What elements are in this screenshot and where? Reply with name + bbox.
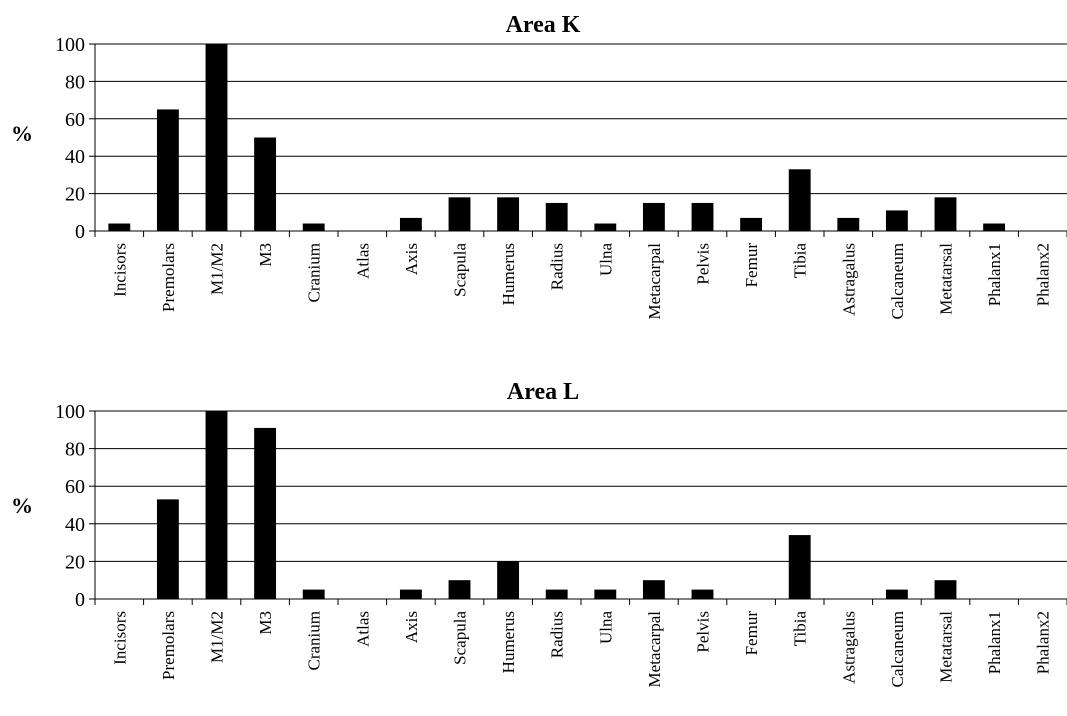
bar — [399, 217, 422, 231]
x-tick-label: Pelvis — [694, 243, 713, 285]
bar — [108, 223, 131, 231]
bar — [788, 169, 811, 231]
x-tick-label: Femur — [742, 611, 761, 656]
bar — [254, 137, 277, 231]
bar — [545, 202, 568, 231]
y-tick-label: 80 — [65, 439, 85, 461]
x-tick-label: Tibia — [791, 243, 810, 279]
x-tick-label: M1/M2 — [208, 243, 227, 295]
chart-area-l: Area L % 0 20 40 60 80 100 Incisors Premolars M1… — [0, 366, 1067, 716]
x-tick-label: Axis — [402, 243, 421, 275]
x-tick-label: Atlas — [353, 243, 372, 279]
bar — [885, 589, 908, 599]
bar — [497, 561, 520, 599]
x-tick-label: Humerus — [499, 243, 518, 305]
x-tick-label: Femur — [742, 243, 761, 288]
x-tick-label: Cranium — [305, 243, 324, 303]
bar — [156, 499, 179, 599]
chart-title: Area K — [506, 12, 581, 38]
x-tick-label: Phalanx1 — [985, 243, 1004, 306]
x-tick-label: Metatarsal — [937, 243, 956, 315]
y-tick-label: 80 — [65, 71, 85, 93]
x-tick-label: Astragalus — [839, 243, 858, 316]
bar — [837, 217, 860, 231]
bar — [691, 202, 714, 231]
bar — [448, 580, 471, 599]
x-tick-label: Incisors — [110, 243, 129, 297]
bar — [642, 580, 665, 599]
bar — [642, 202, 665, 231]
y-tick-label: 40 — [65, 146, 85, 168]
chart-title: Area L — [507, 379, 579, 405]
x-tick-label: Phalanx2 — [1034, 243, 1053, 306]
chart-area-l-svg: Area L % 0 20 40 60 80 100 Incisors Premolars M1… — [11, 379, 1067, 688]
bar — [983, 223, 1006, 231]
bar — [156, 109, 179, 231]
bar — [399, 589, 422, 599]
bar — [934, 197, 957, 231]
bar — [448, 197, 471, 231]
x-tick-label: Premolars — [159, 611, 178, 680]
y-axis-label: % — [11, 493, 33, 518]
bar — [934, 580, 957, 599]
bar — [205, 44, 228, 231]
y-tick-label: 0 — [75, 221, 85, 243]
y-tick-label: 60 — [65, 476, 85, 498]
y-tick-label: 40 — [65, 514, 85, 536]
bar — [594, 589, 617, 599]
x-tick-label: M3 — [256, 243, 275, 267]
y-axis-label: % — [11, 121, 33, 146]
x-tick-label: Scapula — [451, 243, 470, 297]
x-tick-label: M1/M2 — [208, 611, 227, 663]
x-tick-label: Premolars — [159, 243, 178, 312]
bar — [545, 589, 568, 599]
x-tick-label: Phalanx1 — [985, 611, 1004, 674]
x-tick-label: Metacarpal — [645, 243, 664, 320]
x-tick-label: Incisors — [110, 611, 129, 665]
x-tick-label: Metatarsal — [937, 611, 956, 683]
y-tick-label: 60 — [65, 109, 85, 131]
x-tick-label: Humerus — [499, 611, 518, 673]
y-tick-label: 100 — [55, 34, 85, 56]
x-tick-label: Ulna — [596, 611, 615, 645]
x-tick-label: Cranium — [305, 611, 324, 671]
x-tick-label: Calcaneum — [888, 243, 907, 319]
bar — [740, 217, 763, 231]
bar — [885, 210, 908, 231]
x-tick-label: Ulna — [596, 243, 615, 277]
bar — [691, 589, 714, 599]
x-tick-label: Radius — [548, 611, 567, 658]
bar — [302, 223, 325, 231]
x-tick-label: Radius — [548, 243, 567, 290]
x-tick-label: Calcaneum — [888, 611, 907, 687]
x-tick-label: Phalanx2 — [1034, 611, 1053, 674]
x-tick-label: M3 — [256, 611, 275, 635]
x-tick-label: Scapula — [451, 611, 470, 665]
chart-area-k-svg: Area K % 0 20 40 60 80 100 Incisors Premolars M1… — [11, 12, 1067, 320]
bar — [205, 411, 228, 599]
y-tick-label: 100 — [55, 401, 85, 423]
x-tick-label: Pelvis — [694, 611, 713, 653]
y-tick-label: 20 — [65, 184, 85, 206]
bar — [254, 427, 277, 599]
x-tick-label: Tibia — [791, 611, 810, 647]
x-tick-label: Metacarpal — [645, 611, 664, 688]
y-tick-label: 20 — [65, 551, 85, 573]
x-tick-label: Atlas — [353, 611, 372, 647]
chart-area-k: Area K % 0 20 40 60 80 100 Incisors Premolars M1… — [11, 12, 1067, 320]
bar — [497, 197, 520, 231]
x-tick-label: Axis — [402, 611, 421, 643]
bar — [594, 223, 617, 231]
bar — [302, 589, 325, 599]
bar — [788, 535, 811, 599]
y-tick-label: 0 — [75, 589, 85, 611]
x-tick-label: Astragalus — [839, 611, 858, 684]
